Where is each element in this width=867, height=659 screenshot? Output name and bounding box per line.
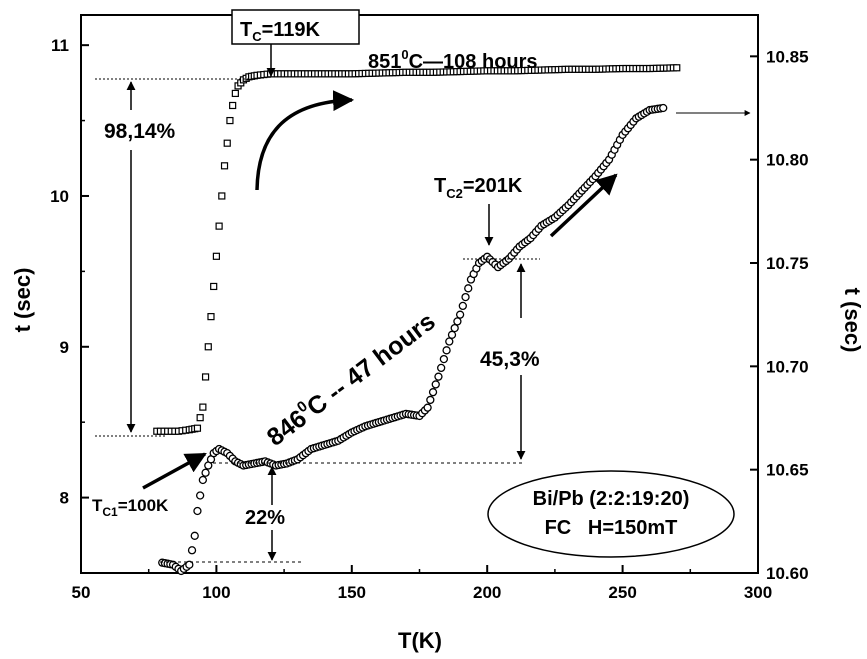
series-2-point: [434, 372, 443, 381]
y2-tick-label: 10.75: [766, 254, 809, 273]
arrow-diagonal-up: [549, 173, 618, 238]
series-1-point: [204, 343, 212, 351]
series-group: [153, 64, 681, 576]
series-2-point: [455, 310, 465, 319]
series-1-point: [215, 222, 223, 230]
annotation-tc1: TC1=100K: [92, 496, 169, 519]
series-2-point: [437, 363, 446, 373]
series-2-point: [447, 330, 457, 339]
series-1-point: [231, 89, 239, 98]
y2-tick-label: 10.80: [766, 151, 809, 170]
series-1-point: [196, 414, 204, 422]
y2-tick-label: 10.85: [766, 47, 809, 66]
series-2-point: [201, 468, 210, 477]
arrow-curved-right: [255, 90, 355, 191]
annotation-98-percent: 98,14%: [104, 120, 176, 143]
series-1-point: [218, 192, 226, 200]
y-tick-label: 10: [50, 187, 69, 206]
series-1-point: [223, 139, 231, 147]
y-tick-label: 11: [51, 36, 69, 55]
y2-tick-label: 10.65: [766, 461, 809, 480]
annotation-tc2: TC2=201K: [434, 175, 523, 201]
series-2-point: [453, 317, 462, 326]
series-2-point: [450, 323, 459, 333]
series-2-point: [185, 560, 194, 569]
annotation-851c: 8510C—108 hours: [368, 47, 538, 73]
y2-axis-label: t (sec): [840, 288, 865, 353]
x-tick-label: 200: [473, 583, 501, 602]
legend-ellipse: [487, 470, 735, 558]
series-2-point: [431, 380, 440, 389]
series-2-point: [464, 284, 473, 293]
series-1-point: [199, 403, 207, 411]
x-tick-label: 250: [608, 583, 636, 602]
series-2-point: [193, 506, 202, 516]
series-2-point: [423, 403, 432, 412]
series-2-point: [198, 475, 208, 485]
y2-tick-label: 10.70: [766, 357, 809, 376]
series-2-point: [426, 395, 435, 405]
series-2-point: [190, 531, 199, 540]
series-2-point: [187, 546, 197, 555]
tc-box-frame: [231, 9, 360, 45]
arrow-tc1: [142, 452, 207, 490]
series-2-point: [196, 491, 205, 500]
y2-tick-label: 10.60: [766, 564, 809, 583]
series-2-point: [461, 292, 470, 302]
series-2-point: [458, 301, 467, 311]
series-2-point: [659, 103, 668, 113]
series-2-point: [428, 388, 438, 397]
x-tick-label: 100: [202, 583, 230, 602]
series-1-point: [210, 282, 218, 291]
x-tick-label: 50: [72, 583, 91, 602]
series-1-point: [229, 101, 237, 110]
series-1-point: [673, 64, 681, 72]
series-2-point: [442, 346, 451, 355]
series-1-point: [193, 424, 202, 432]
tc-box-label: TC=119K: [240, 19, 321, 44]
legend-line-2: FC H=150mT: [545, 517, 678, 539]
series-1-point: [220, 162, 229, 170]
y-tick-label: 8: [60, 489, 69, 508]
series-1-point: [226, 116, 234, 125]
annotation-22-percent: 22%: [245, 507, 285, 529]
y-axis-label: t (sec): [10, 268, 35, 333]
x-tick-label: 300: [744, 583, 772, 602]
series-1-point: [212, 252, 220, 260]
axis-ticks: 50 100 150 200 250 300 8 9 10 11 10.60 10.65 10.70 10…: [50, 36, 808, 602]
series-2-point: [439, 354, 449, 364]
y-tick-label: 9: [60, 338, 69, 357]
x-axis-label: T(K): [398, 628, 442, 653]
series-2-point: [445, 337, 454, 346]
series-1-point: [201, 373, 210, 381]
series-1-point: [207, 313, 215, 321]
annotation-45-percent: 45,3%: [480, 348, 540, 371]
legend-line-1: Bi/Pb (2:2:19:20): [533, 488, 690, 510]
x-tick-label: 150: [338, 583, 366, 602]
